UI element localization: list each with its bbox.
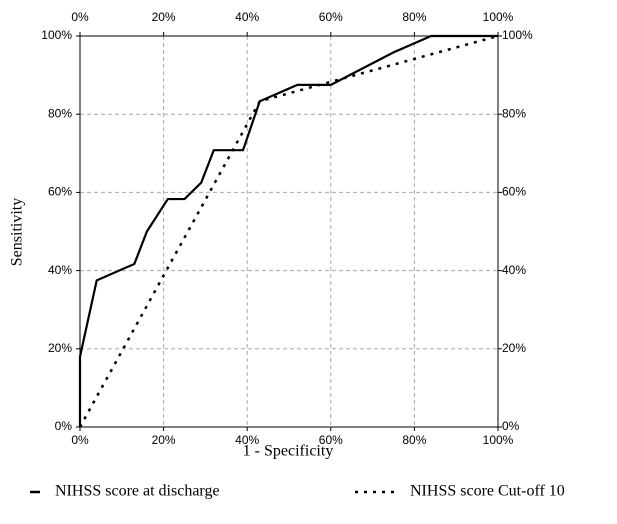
x-tick-label: 40% [235, 433, 259, 447]
legend-label: NIHSS score at discharge [55, 483, 220, 500]
y-tick-label-right: 60% [502, 185, 526, 199]
x-tick-label: 60% [319, 433, 343, 447]
x-tick-label-top: 20% [152, 10, 176, 24]
legend-label: NIHSS score Cut-off 10 [410, 483, 565, 500]
x-tick-label: 80% [402, 433, 426, 447]
x-tick-label: 100% [483, 433, 514, 447]
roc-line [78, 34, 499, 428]
x-tick-label-top: 80% [402, 10, 426, 24]
roc-line [78, 34, 498, 427]
y-tick-label: 40% [48, 263, 72, 277]
x-tick-label: 20% [152, 433, 176, 447]
y-axis-label: Sensitivity [9, 198, 26, 266]
y-tick-label: 60% [48, 185, 72, 199]
x-tick-label-top: 40% [235, 10, 259, 24]
y-tick-label: 80% [48, 106, 72, 120]
y-tick-label-right: 0% [502, 419, 520, 433]
y-tick-label: 0% [55, 419, 73, 433]
y-tick-label-right: 80% [502, 106, 526, 120]
x-tick-label-top: 100% [483, 10, 514, 24]
x-axis-label: 1 - Specificity [243, 443, 334, 460]
y-tick-label: 100% [41, 28, 72, 42]
y-tick-label-right: 20% [502, 341, 526, 355]
y-tick-label-right: 40% [502, 263, 526, 277]
x-tick-label-top: 60% [319, 10, 343, 24]
plot-frame [79, 35, 499, 428]
x-tick-label: 0% [71, 433, 89, 447]
y-tick-label-right: 100% [502, 28, 533, 42]
y-tick-label: 20% [48, 341, 72, 355]
x-tick-label-top: 0% [71, 10, 89, 24]
